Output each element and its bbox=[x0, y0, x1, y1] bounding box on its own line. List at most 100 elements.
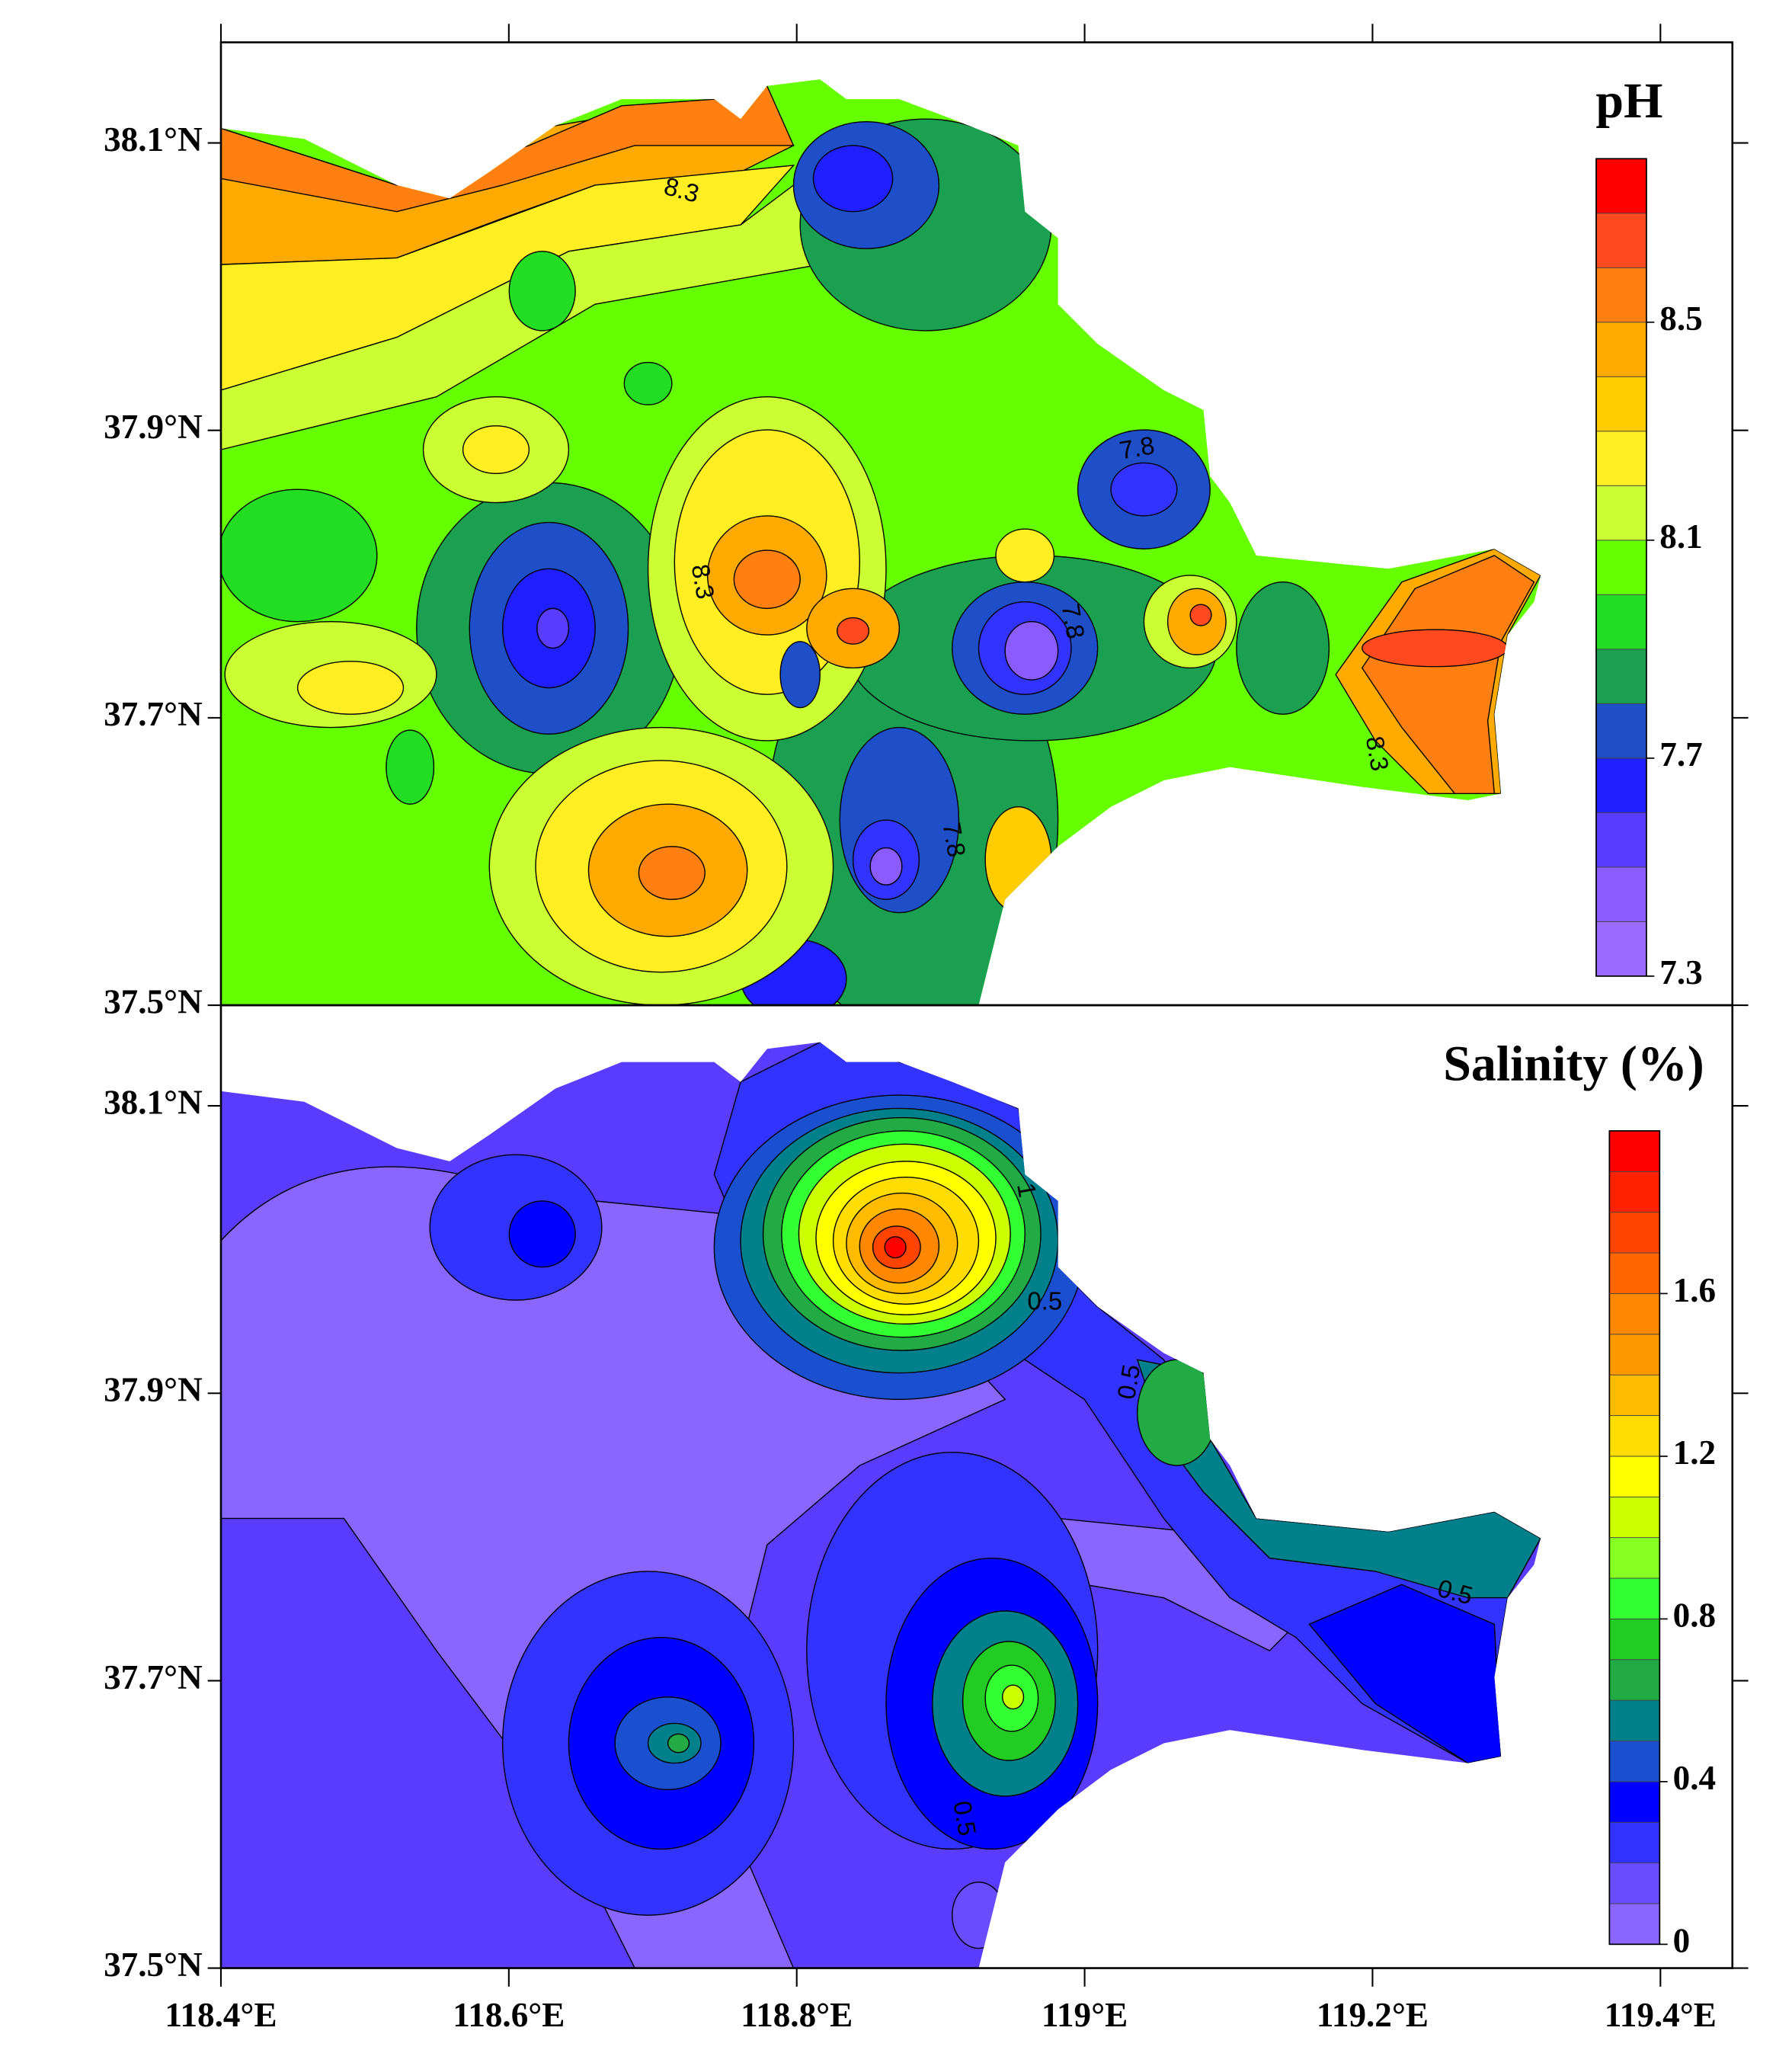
contour-label: 0.5 bbox=[1027, 1286, 1062, 1315]
contour-region bbox=[869, 847, 903, 886]
x-tick-label: 118.4°E bbox=[165, 1996, 277, 2034]
colorbar-band bbox=[1608, 1903, 1660, 1945]
contour-region bbox=[1308, 1584, 1502, 1764]
colorbar-label: 1.6 bbox=[1673, 1271, 1716, 1309]
colorbar-band bbox=[1595, 485, 1647, 541]
colorbar-band bbox=[1595, 213, 1647, 268]
colorbar-band bbox=[1608, 1212, 1660, 1254]
colorbar-band bbox=[1595, 158, 1647, 214]
contour-label: 7.8 bbox=[1117, 431, 1157, 464]
x-tick-label: 119°E bbox=[1042, 1996, 1128, 2034]
contour-label: 7.8 bbox=[1057, 601, 1090, 641]
colorbar-band bbox=[1608, 1292, 1660, 1335]
colorbar-band bbox=[1608, 1374, 1660, 1416]
colorbar-band bbox=[1608, 1252, 1660, 1294]
contour-region bbox=[1236, 581, 1330, 715]
map-panel bbox=[220, 1042, 1541, 1968]
colorbar-band bbox=[1608, 1334, 1660, 1376]
colorbar-frame bbox=[1595, 158, 1647, 977]
contour-label: 0.5 bbox=[1112, 1362, 1145, 1401]
y-tick-label: 37.7°N bbox=[104, 1658, 203, 1696]
colorbar-band bbox=[1595, 540, 1647, 595]
contour-region bbox=[812, 145, 894, 213]
map-panel bbox=[220, 79, 1541, 1006]
contour-region bbox=[733, 549, 801, 610]
contour-region bbox=[536, 607, 570, 649]
x-tick-label: 119.2°E bbox=[1317, 1996, 1429, 2034]
colorbar-label: 8.1 bbox=[1659, 517, 1702, 556]
contour-region bbox=[462, 425, 530, 475]
contour-region bbox=[1362, 629, 1509, 668]
colorbar-band bbox=[1608, 1578, 1660, 1619]
colorbar-band bbox=[1608, 1741, 1660, 1783]
contour-label: 0.5 bbox=[948, 1799, 981, 1838]
colorbar-label: 1.2 bbox=[1673, 1433, 1716, 1472]
colorbar-band bbox=[1608, 1537, 1660, 1579]
contour-label: 8.3 bbox=[686, 562, 720, 601]
colorbar-label: 0.4 bbox=[1673, 1759, 1716, 1797]
colorbar-band bbox=[1595, 866, 1647, 922]
contour-region bbox=[638, 846, 706, 900]
contour-region bbox=[1361, 555, 1535, 795]
contour-region bbox=[667, 1733, 690, 1754]
panel-title: pH bbox=[1595, 73, 1662, 129]
colorbar-band bbox=[1595, 431, 1647, 486]
colorbar-band bbox=[1595, 703, 1647, 759]
contour-region bbox=[296, 661, 405, 715]
colorbar-band bbox=[1595, 758, 1647, 813]
colorbar-label: 8.5 bbox=[1659, 299, 1702, 338]
x-tick-label: 119.4°E bbox=[1605, 1996, 1717, 2034]
colorbar-band bbox=[1595, 267, 1647, 323]
colorbar-band bbox=[1595, 649, 1647, 704]
contour-region bbox=[1136, 1359, 1541, 1599]
panel-title: Salinity (%) bbox=[1443, 1036, 1704, 1092]
contour-region bbox=[508, 1200, 576, 1268]
colorbar-band bbox=[1595, 594, 1647, 650]
colorbar-band bbox=[1608, 1415, 1660, 1457]
colorbar-label: 7.3 bbox=[1659, 953, 1702, 991]
y-tick-label: 37.9°N bbox=[104, 408, 203, 446]
y-tick-label: 38.1°N bbox=[104, 120, 203, 159]
colorbar-label: 0 bbox=[1673, 1922, 1691, 1960]
contour-region bbox=[1004, 621, 1059, 681]
colorbar-frame bbox=[1608, 1130, 1661, 1946]
contour-region bbox=[779, 641, 821, 709]
contour-region bbox=[995, 528, 1055, 583]
contour-region bbox=[220, 488, 378, 623]
colorbar-label: 0.8 bbox=[1673, 1597, 1716, 1635]
contour-region bbox=[884, 1236, 907, 1259]
plot-frame bbox=[219, 1004, 1734, 1969]
colorbar-band bbox=[1608, 1863, 1660, 1904]
colorbar-band bbox=[1608, 1659, 1660, 1701]
contour-region bbox=[1002, 1684, 1025, 1710]
colorbar-band bbox=[1608, 1456, 1660, 1497]
colorbar-band bbox=[1608, 1699, 1660, 1741]
colorbar-label: 7.7 bbox=[1659, 735, 1702, 774]
x-tick-label: 118.8°E bbox=[741, 1996, 853, 2034]
contour-label: 8.3 bbox=[1361, 734, 1394, 774]
y-tick-label: 38.1°N bbox=[104, 1083, 203, 1121]
colorbar-band bbox=[1608, 1171, 1660, 1213]
colorbar-band bbox=[1608, 1130, 1660, 1172]
y-tick-label: 37.5°N bbox=[104, 1946, 203, 1984]
contour-region bbox=[1137, 1359, 1218, 1466]
contour-region bbox=[1110, 462, 1178, 517]
y-tick-label: 37.9°N bbox=[104, 1371, 203, 1409]
contour-region bbox=[952, 1882, 1006, 1949]
colorbar-band bbox=[1595, 812, 1647, 868]
contour-region bbox=[837, 617, 870, 645]
contour-region bbox=[984, 806, 1052, 914]
contour-label: 7.8 bbox=[937, 820, 971, 860]
y-tick-label: 37.5°N bbox=[104, 982, 203, 1020]
x-tick-label: 118.6°E bbox=[453, 1996, 565, 2034]
y-tick-label: 37.7°N bbox=[104, 695, 203, 733]
colorbar-band bbox=[1595, 376, 1647, 432]
colorbar-band bbox=[1595, 322, 1647, 377]
colorbar-band bbox=[1608, 1821, 1660, 1864]
contour-region bbox=[508, 251, 576, 332]
contour-region bbox=[1189, 604, 1212, 626]
colorbar-band bbox=[1608, 1618, 1660, 1661]
